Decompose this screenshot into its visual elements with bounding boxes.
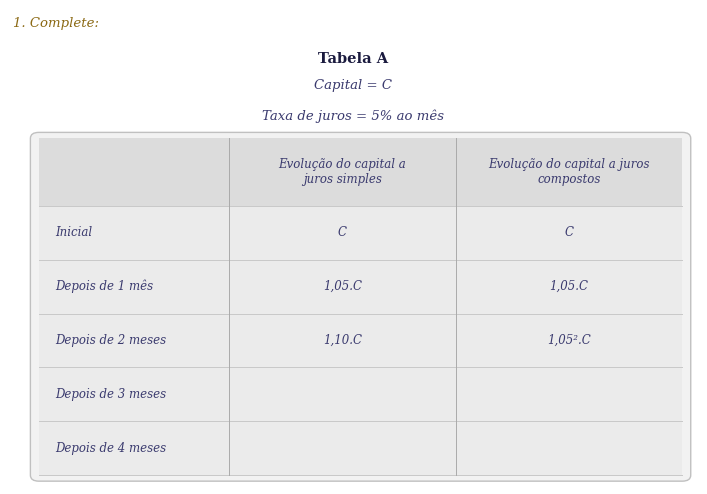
Text: 1. Complete:: 1. Complete: — [13, 17, 99, 30]
Text: Tabela A: Tabela A — [318, 52, 389, 66]
Text: C: C — [564, 226, 573, 239]
Text: Evolução do capital a
juros simples: Evolução do capital a juros simples — [279, 158, 406, 186]
Text: 1,05.C: 1,05.C — [322, 280, 362, 293]
Text: Evolução do capital a juros
compostos: Evolução do capital a juros compostos — [489, 158, 650, 186]
Text: 1,05.C: 1,05.C — [549, 280, 588, 293]
FancyBboxPatch shape — [30, 132, 691, 481]
Text: C: C — [338, 226, 346, 239]
Text: Taxa de juros = 5% ao mês: Taxa de juros = 5% ao mês — [262, 110, 445, 123]
Text: 1,05².C: 1,05².C — [547, 334, 591, 347]
Text: Depois de 2 meses: Depois de 2 meses — [55, 334, 166, 347]
Text: Inicial: Inicial — [55, 226, 92, 239]
Text: Depois de 4 meses: Depois de 4 meses — [55, 442, 166, 455]
Text: Depois de 1 mês: Depois de 1 mês — [55, 280, 153, 293]
Text: Depois de 3 meses: Depois de 3 meses — [55, 388, 166, 401]
Text: Capital = C: Capital = C — [315, 79, 392, 92]
Text: 1,10.C: 1,10.C — [322, 334, 362, 347]
